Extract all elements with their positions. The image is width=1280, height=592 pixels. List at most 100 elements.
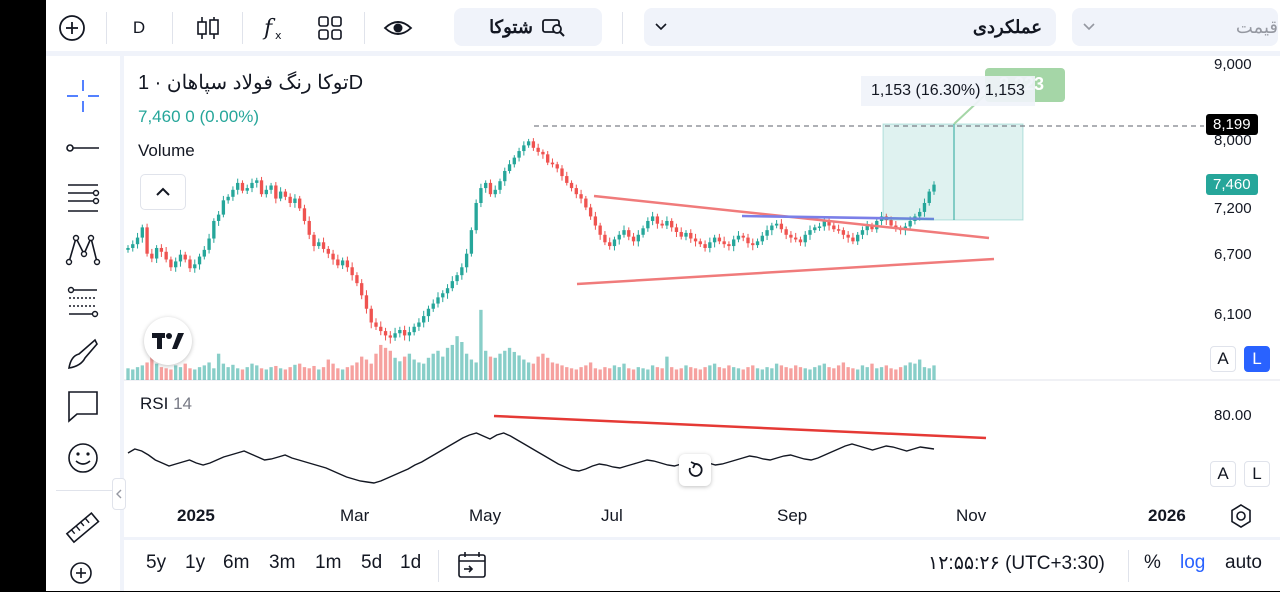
- go-to-date-button[interactable]: [456, 550, 488, 585]
- range-6m[interactable]: 6m: [223, 552, 250, 573]
- percent-toggle[interactable]: %: [1144, 552, 1161, 573]
- chevron-left-icon: [116, 489, 122, 499]
- candle-body: [841, 230, 846, 235]
- price-source-select[interactable]: قیمت: [1072, 8, 1278, 46]
- log-toggle[interactable]: log: [1180, 552, 1206, 573]
- volume-bar: [417, 362, 421, 380]
- ruler-tool[interactable]: [63, 508, 103, 548]
- pattern-icon: [65, 234, 101, 266]
- range-5d[interactable]: 5d: [361, 552, 383, 573]
- candle-body: [622, 230, 626, 235]
- brush-tool[interactable]: [63, 334, 103, 374]
- mid-line[interactable]: [741, 214, 935, 221]
- rsi-auto-button[interactable]: A: [1210, 461, 1236, 487]
- symbol-search-button[interactable]: شتوکا: [454, 8, 602, 46]
- volume-bar: [617, 367, 621, 380]
- bottom-toolbar: 5y 1y 6m 3m 1m 5d 1d ۱۲:۵۵:۲۶ (UTC+3:30)…: [124, 537, 1280, 591]
- trendline-tool[interactable]: [63, 128, 103, 168]
- zoom-in-tool[interactable]: [63, 558, 103, 592]
- volume-bar: [131, 369, 135, 380]
- volume-bar: [393, 357, 397, 380]
- volume-bar: [469, 359, 474, 380]
- candle-body: [312, 234, 316, 247]
- candle-body: [755, 241, 760, 246]
- chart-type-select[interactable]: عملکردی: [644, 8, 1056, 46]
- candle-body: [865, 225, 869, 231]
- interval-button[interactable]: D: [132, 18, 146, 37]
- volume-bar: [932, 365, 936, 380]
- add-symbol-button[interactable]: [54, 10, 90, 46]
- svg-text:f: f: [262, 16, 276, 41]
- rsi-log-button[interactable]: L: [1244, 461, 1270, 487]
- volume-bar: [875, 368, 879, 380]
- candle-body: [174, 261, 178, 268]
- candle-body: [760, 235, 764, 242]
- price-tick: 6,100: [1214, 306, 1252, 323]
- price-chart-canvas[interactable]: [124, 56, 1280, 536]
- volume-bar: [460, 342, 464, 380]
- candle-body: [646, 220, 650, 229]
- volume-bar: [164, 368, 168, 380]
- auto-scale-button[interactable]: A: [1210, 346, 1236, 372]
- pattern-tool[interactable]: [63, 230, 103, 270]
- settings-button[interactable]: [1228, 503, 1254, 534]
- volume-bar: [202, 365, 206, 380]
- visibility-button[interactable]: [380, 10, 416, 46]
- candle-body: [193, 264, 197, 269]
- range-5y[interactable]: 5y: [146, 552, 167, 573]
- candle-body: [479, 188, 483, 203]
- clock[interactable]: ۱۲:۵۵:۲۶ (UTC+3:30): [928, 553, 1105, 574]
- volume-bar: [879, 367, 884, 380]
- candle-body: [426, 308, 431, 317]
- volume-bar: [145, 362, 149, 380]
- volume-bar: [259, 368, 264, 380]
- collapse-legend-button[interactable]: [140, 174, 186, 210]
- candle-body: [526, 141, 531, 146]
- rsi-trendline[interactable]: [493, 414, 987, 440]
- fib-tool[interactable]: [63, 178, 103, 218]
- collapse-toolbar-handle[interactable]: [112, 478, 126, 510]
- candle-body: [298, 198, 302, 209]
- candle-body: [679, 231, 683, 237]
- toolbar-divider: [1128, 550, 1129, 582]
- range-3m[interactable]: 3m: [269, 552, 296, 573]
- volume-bar: [717, 367, 722, 380]
- chart-area[interactable]: توکا رنگ فولاد سپاهان · 1D 7,460 0 (0.00…: [124, 56, 1280, 591]
- candle-body: [302, 208, 307, 221]
- forecast-tool[interactable]: [63, 282, 103, 322]
- target-zone[interactable]: [882, 123, 1024, 221]
- range-1d[interactable]: 1d: [400, 552, 422, 573]
- chart-style-button[interactable]: [190, 10, 226, 46]
- chart-type-value: عملکردی: [972, 16, 1042, 37]
- volume-bar: [269, 367, 273, 380]
- support-line[interactable]: [576, 257, 995, 286]
- range-1y[interactable]: 1y: [185, 552, 206, 573]
- text-note-tool[interactable]: [63, 386, 103, 426]
- candle-body: [817, 226, 822, 228]
- auto-toggle[interactable]: auto: [1225, 552, 1262, 573]
- candle-body: [870, 225, 874, 230]
- candle-body: [703, 244, 707, 248]
- log-scale-button[interactable]: L: [1244, 346, 1270, 372]
- candle-body: [250, 182, 254, 189]
- candle-body: [746, 237, 750, 244]
- volume-bar: [388, 350, 392, 380]
- crosshair-tool[interactable]: [63, 76, 103, 116]
- chevron-down-icon: [652, 17, 670, 40]
- reset-chart-button[interactable]: [679, 454, 711, 486]
- comment-icon: [68, 391, 98, 423]
- emoji-tool[interactable]: [63, 438, 103, 478]
- candle-body: [813, 227, 817, 231]
- chevron-up-icon: [156, 187, 170, 196]
- volume-bar: [216, 353, 221, 380]
- volume-bar: [283, 369, 288, 380]
- volume-bar: [646, 369, 650, 380]
- tradingview-logo[interactable]: [144, 317, 192, 365]
- ruler-icon: [65, 511, 100, 544]
- candle-body: [340, 260, 345, 266]
- layouts-button[interactable]: [312, 10, 348, 46]
- range-1m[interactable]: 1m: [315, 552, 342, 573]
- candle-body: [712, 237, 717, 243]
